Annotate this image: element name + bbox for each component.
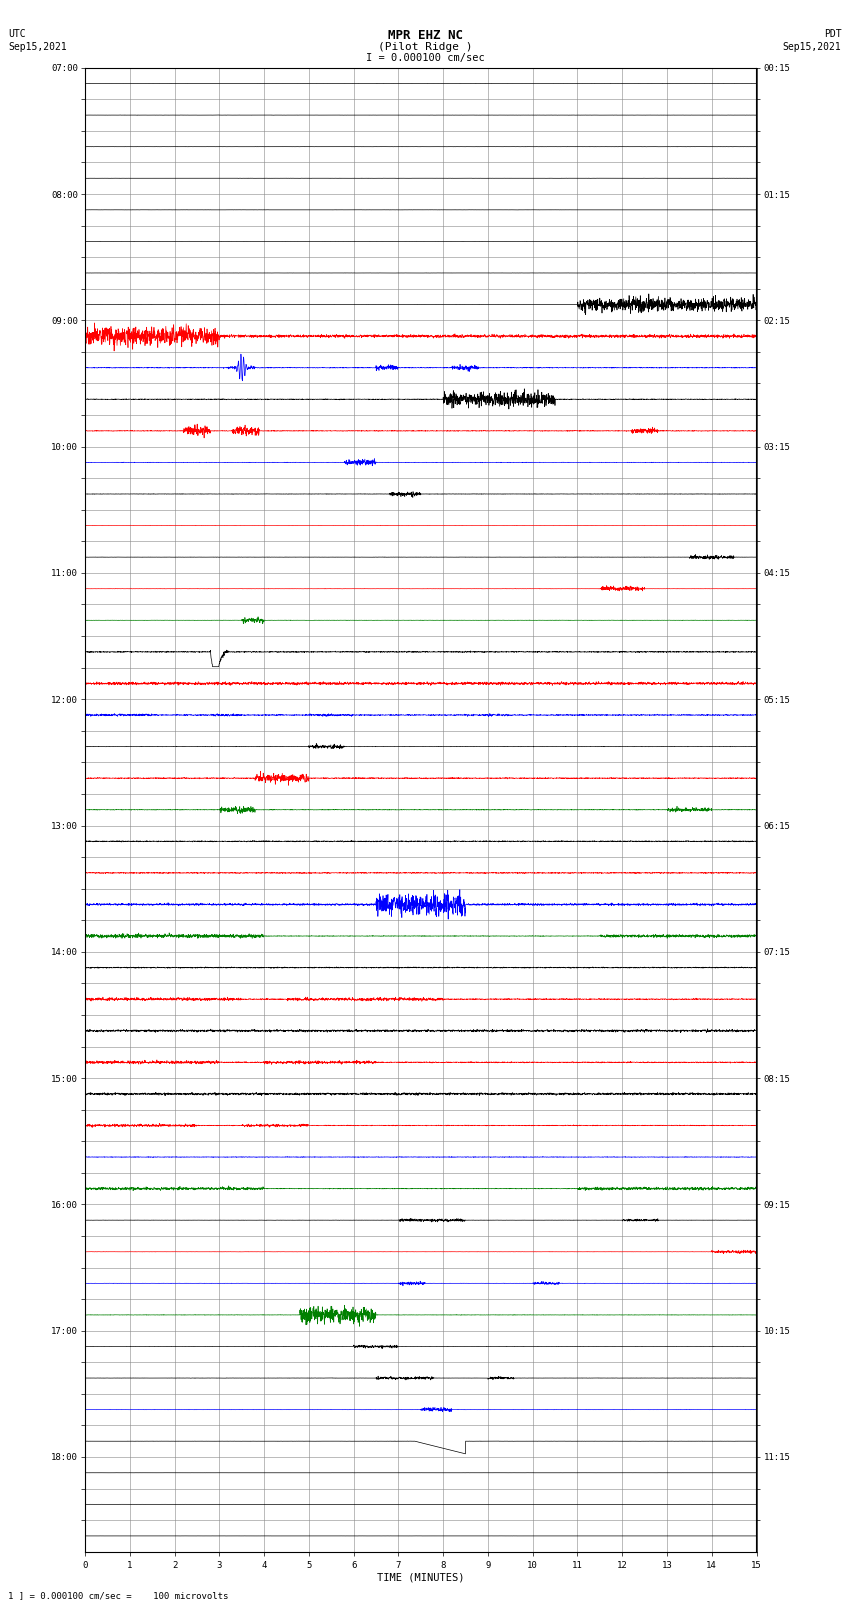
Text: MPR EHZ NC: MPR EHZ NC — [388, 29, 462, 42]
X-axis label: TIME (MINUTES): TIME (MINUTES) — [377, 1573, 464, 1582]
Text: Sep15,2021: Sep15,2021 — [8, 42, 67, 52]
Text: UTC: UTC — [8, 29, 26, 39]
Text: (Pilot Ridge ): (Pilot Ridge ) — [377, 42, 473, 52]
Text: 1 ] = 0.000100 cm/sec =    100 microvolts: 1 ] = 0.000100 cm/sec = 100 microvolts — [8, 1590, 229, 1600]
Text: PDT: PDT — [824, 29, 842, 39]
Text: I = 0.000100 cm/sec: I = 0.000100 cm/sec — [366, 53, 484, 63]
Text: Sep15,2021: Sep15,2021 — [783, 42, 842, 52]
